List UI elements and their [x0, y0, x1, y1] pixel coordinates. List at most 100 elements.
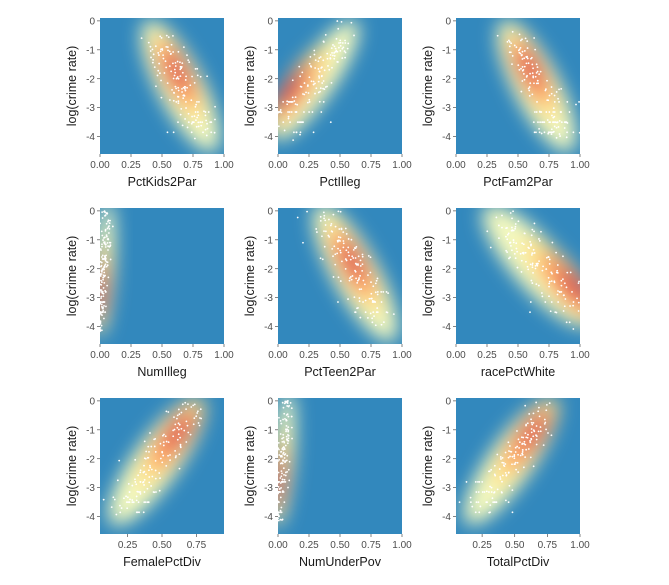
data-point: [160, 79, 162, 82]
data-point: [339, 41, 342, 44]
data-point: [534, 48, 537, 51]
data-point: [511, 463, 513, 466]
data-point: [159, 72, 161, 75]
data-point: [149, 464, 151, 467]
data-point: [522, 436, 525, 439]
data-point: [369, 312, 372, 315]
data-point: [356, 281, 359, 284]
data-point: [131, 484, 134, 487]
data-point: [302, 241, 304, 244]
data-point: [283, 457, 286, 459]
data-point: [553, 94, 556, 97]
data-point: [367, 254, 370, 257]
data-point: [502, 461, 505, 464]
data-point: [306, 210, 308, 213]
data-point: [506, 233, 509, 236]
data-point: [100, 301, 102, 303]
data-point: [321, 258, 324, 261]
data-point: [280, 475, 283, 478]
data-point: [289, 121, 291, 124]
data-point: [527, 268, 530, 271]
data-point: [359, 265, 362, 267]
data-point: [303, 93, 306, 96]
data-point: [201, 121, 204, 124]
data-point: [206, 75, 209, 78]
data-point: [478, 481, 481, 483]
data-point: [514, 225, 517, 228]
data-point: [355, 245, 358, 248]
data-point: [101, 243, 103, 246]
x-tick-label: 0.25: [121, 160, 141, 171]
data-point: [516, 266, 519, 269]
data-point: [330, 82, 333, 84]
data-point: [180, 427, 183, 430]
data-point: [374, 301, 377, 303]
x-tick-label: 0.75: [361, 540, 381, 551]
data-point: [534, 267, 537, 270]
y-axis-title: log(crime rate): [421, 236, 435, 317]
data-point: [180, 108, 183, 110]
data-point: [104, 246, 107, 248]
data-point: [318, 70, 321, 73]
data-point: [100, 256, 103, 258]
data-point: [350, 238, 353, 241]
data-point: [532, 465, 535, 468]
data-point: [228, 121, 230, 123]
data-point: [358, 297, 361, 299]
data-point: [518, 69, 521, 71]
data-point: [170, 52, 172, 55]
data-point: [285, 430, 287, 433]
data-point: [530, 418, 532, 421]
data-point: [125, 495, 127, 498]
data-point: [577, 310, 580, 312]
data-point: [380, 323, 383, 326]
data-point: [282, 121, 285, 124]
data-point: [186, 126, 189, 129]
data-point: [486, 501, 488, 504]
x-tick-label: 0.25: [299, 540, 319, 551]
data-point: [161, 49, 164, 51]
data-point: [278, 416, 280, 419]
data-point: [287, 415, 290, 418]
data-point: [551, 241, 554, 244]
data-point: [537, 82, 540, 85]
data-point: [521, 58, 524, 60]
data-point: [152, 58, 155, 61]
data-point: [533, 252, 536, 254]
data-point: [566, 101, 569, 103]
data-point: [358, 288, 361, 291]
data-point: [327, 65, 329, 67]
data-point: [282, 459, 284, 462]
data-point: [210, 121, 213, 124]
data-point: [324, 224, 327, 226]
data-point: [578, 101, 580, 103]
data-point: [555, 91, 558, 93]
data-point: [519, 252, 522, 255]
data-point: [498, 468, 501, 470]
data-point: [107, 226, 110, 228]
data-point: [168, 65, 171, 68]
data-point: [523, 50, 526, 52]
data-point: [357, 255, 360, 258]
data-point: [533, 37, 536, 39]
y-tick-label: -1: [264, 45, 273, 56]
data-point: [160, 36, 163, 39]
data-point: [103, 264, 106, 267]
data-point: [375, 279, 378, 282]
data-point: [178, 453, 181, 456]
data-point: [512, 241, 515, 244]
data-point: [328, 236, 331, 238]
data-point: [295, 111, 298, 113]
data-point: [560, 88, 563, 90]
data-point: [173, 74, 176, 77]
data-point: [143, 491, 146, 493]
data-point: [340, 20, 343, 23]
data-point: [537, 284, 540, 287]
data-point: [338, 228, 341, 230]
data-point: [199, 121, 202, 124]
data-point: [361, 263, 364, 266]
data-point: [136, 511, 139, 514]
data-point: [309, 65, 312, 67]
x-tick-label: 0.75: [361, 160, 381, 171]
